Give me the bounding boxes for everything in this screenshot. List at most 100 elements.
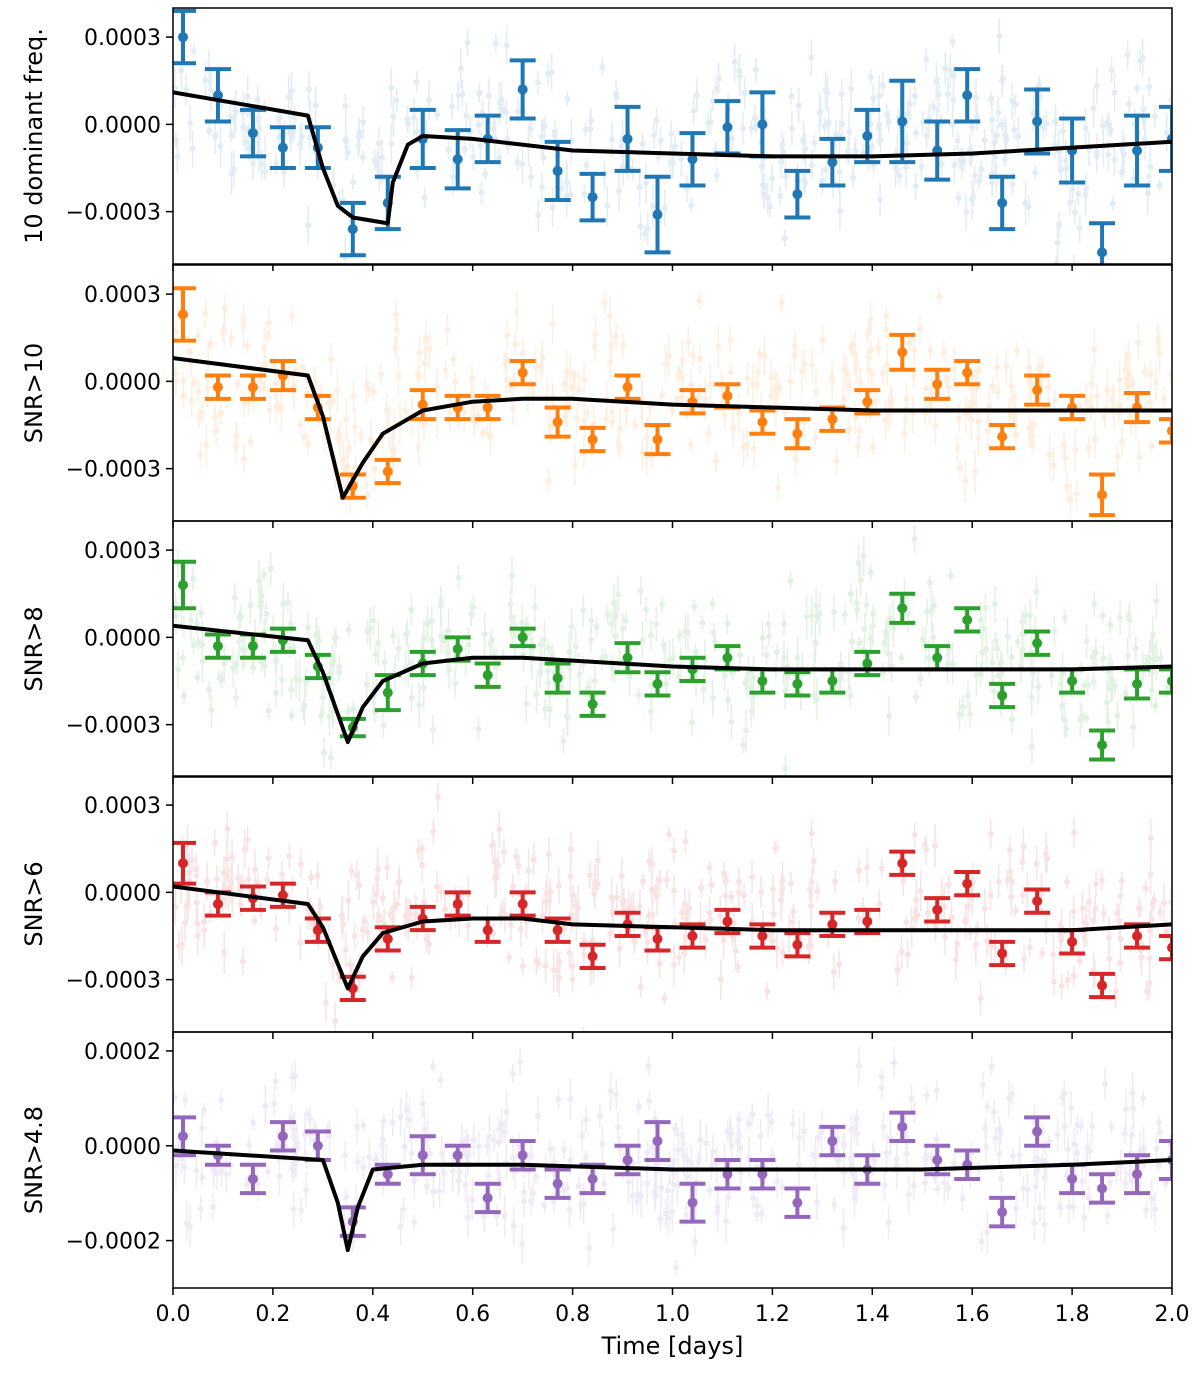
raw-point [511,632,518,639]
raw-point [864,332,871,339]
raw-point [571,372,578,379]
raw-point [415,847,422,854]
raw-point [402,913,409,920]
raw-point [670,1180,677,1187]
raw-point [931,842,938,849]
raw-point [225,885,232,892]
y-tick-label: −0.0003 [66,201,161,226]
raw-point [879,370,886,377]
raw-point [1152,1206,1159,1213]
raw-point [519,160,526,167]
binned-point [517,899,528,909]
raw-point [1093,152,1100,159]
raw-point [290,644,297,651]
raw-point [661,995,668,1002]
raw-point [290,382,297,389]
raw-point [777,897,784,904]
raw-point [846,425,853,432]
raw-point [982,1125,989,1132]
raw-point [372,651,379,658]
binned-point [622,133,633,144]
raw-point [684,909,691,916]
raw-point [1035,366,1042,373]
raw-point [714,1209,721,1216]
raw-point [813,696,820,703]
raw-point [396,878,403,885]
raw-point [486,1133,493,1140]
raw-point [779,877,786,884]
raw-point [291,1127,298,1134]
raw-point [199,658,206,665]
raw-point [647,404,654,411]
raw-point [996,1150,1003,1157]
raw-point [1135,339,1142,346]
raw-point [201,927,208,934]
raw-point [988,942,995,949]
raw-point [370,617,377,624]
raw-point [707,381,714,388]
raw-point [265,1168,272,1175]
raw-point [470,153,477,160]
raw-point [616,425,623,432]
raw-point [800,177,807,184]
raw-point [582,1154,589,1161]
raw-point [772,844,779,851]
raw-point [840,396,847,403]
raw-point [928,607,935,614]
raw-point [197,1205,204,1212]
raw-point [868,143,875,150]
binned-point [722,916,733,927]
raw-point [360,1164,367,1171]
raw-point [206,127,213,134]
raw-point [748,708,755,715]
raw-point [1147,835,1154,842]
raw-point [334,388,341,395]
raw-point [769,1153,776,1160]
raw-point [1009,1153,1016,1160]
raw-point [833,458,840,465]
raw-point [998,121,1005,128]
raw-point [928,390,935,397]
raw-point [741,90,748,97]
raw-point [688,1160,695,1167]
raw-point [726,1128,733,1135]
raw-point [1012,431,1019,438]
raw-point [1024,1186,1031,1193]
raw-point [1112,988,1119,995]
raw-point [981,137,988,144]
raw-point [813,1199,820,1206]
raw-point [423,936,430,943]
raw-point [517,926,524,933]
raw-point [496,1175,503,1182]
raw-point [1156,349,1163,356]
raw-point [450,355,457,362]
raw-point [1009,1091,1016,1098]
binned-point [792,1197,803,1208]
raw-point [1105,719,1112,726]
raw-point [910,372,917,379]
raw-point [857,577,864,584]
raw-point [721,672,728,679]
raw-point [906,339,913,346]
binned-point [382,687,393,698]
binned-point [482,402,493,413]
binned-point [212,899,223,909]
binned-series [173,8,1172,264]
raw-point [419,1100,426,1107]
raw-point [330,657,337,664]
raw-point [706,864,713,871]
raw-point [1013,347,1020,354]
raw-point [527,126,534,133]
raw-point [923,133,930,140]
raw-point [658,1184,665,1191]
raw-point [1122,690,1129,697]
raw-point [769,175,776,182]
raw-point [678,394,685,401]
raw-point [724,620,731,627]
raw-point [903,140,910,147]
raw-point [690,352,697,359]
raw-point [808,902,815,909]
raw-point [1032,169,1039,176]
raw-point [411,1218,418,1225]
raw-point [340,456,347,463]
